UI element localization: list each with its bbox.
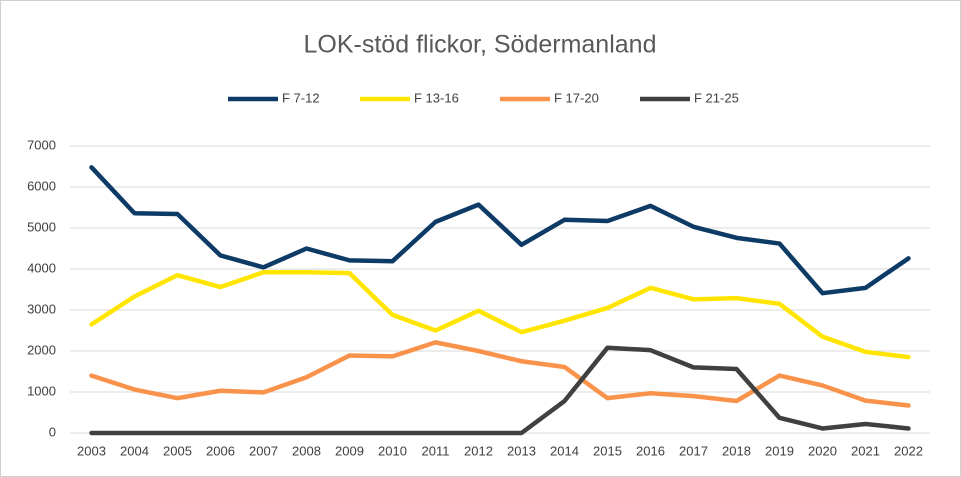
x-tick-label: 2003 (77, 443, 106, 458)
series-line (89, 165, 911, 296)
x-tick-label: 2017 (679, 443, 708, 458)
legend-label: F 17-20 (554, 90, 599, 105)
y-tick-label: 2000 (27, 342, 56, 357)
x-tick-label: 2004 (120, 443, 149, 458)
x-tick-label: 2019 (765, 443, 794, 458)
x-tick-label: 2022 (894, 443, 923, 458)
x-tick-label: 2005 (163, 443, 192, 458)
y-tick-label: 0 (49, 424, 56, 439)
x-tick-label: 2009 (335, 443, 364, 458)
y-tick-label: 4000 (27, 260, 56, 275)
y-tick-label: 3000 (27, 301, 56, 316)
x-tick-label: 2012 (464, 443, 493, 458)
y-tick-label: 7000 (27, 137, 56, 152)
legend-label: F 13-16 (414, 90, 459, 105)
x-tick-label: 2006 (206, 443, 235, 458)
y-tick-label: 5000 (27, 219, 56, 234)
legend-label: F 21-25 (694, 90, 739, 105)
x-tick-label: 2013 (507, 443, 536, 458)
x-tick-label: 2016 (636, 443, 665, 458)
x-tick-label: 2021 (851, 443, 880, 458)
y-tick-label: 1000 (27, 383, 56, 398)
series-line (89, 270, 911, 360)
x-tick-label: 2007 (249, 443, 278, 458)
series-line (89, 340, 911, 408)
x-tick-label: 2010 (378, 443, 407, 458)
x-tick-label: 2008 (292, 443, 321, 458)
x-tick-label: 2014 (550, 443, 579, 458)
x-tick-label: 2011 (422, 443, 450, 458)
chart-title: LOK-stöd flickor, Södermanland (304, 31, 657, 59)
legend-label: F 7-12 (282, 90, 320, 105)
x-tick-label: 2018 (722, 443, 751, 458)
x-tick-label: 2020 (808, 443, 837, 458)
series-line (89, 345, 911, 436)
x-tick-label: 2015 (593, 443, 622, 458)
y-tick-label: 6000 (27, 178, 56, 193)
